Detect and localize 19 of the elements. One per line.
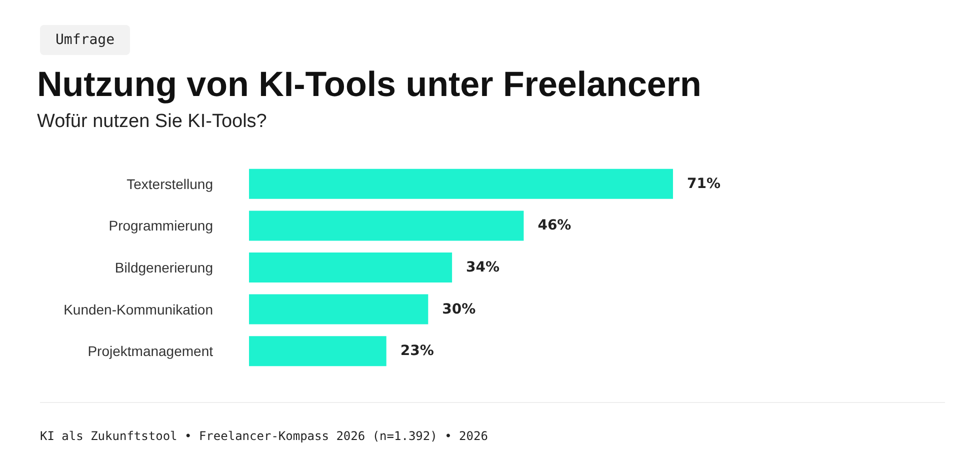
- bar: [249, 252, 452, 282]
- y-tick-label: Bildgenerierung: [114, 260, 213, 276]
- y-tick-label: Projektmanagement: [88, 343, 214, 360]
- data-label: 23%: [400, 343, 434, 360]
- chart-title: Nutzung von KI-Tools unter Freelancern: [37, 65, 702, 104]
- y-tick-label: Texterstellung: [126, 176, 213, 192]
- bar: [249, 336, 386, 366]
- text: Umfrage: [55, 32, 115, 48]
- text: KI als Zukunftstool • Freelancer-Kompass 2026 (n=1.392) • 2026: [40, 429, 488, 443]
- bar: [249, 210, 524, 241]
- y-tick-label: Programmierung: [108, 218, 213, 234]
- data-label: 34%: [466, 260, 500, 276]
- data-label: 46%: [538, 218, 572, 234]
- data-label: 71%: [687, 176, 721, 192]
- y-tick-label: Kunden-Kommunikation: [64, 301, 213, 318]
- bar: [249, 294, 428, 324]
- data-label: 30%: [442, 301, 476, 318]
- chart-subtitle: Wofür nutzen Sie KI-Tools?: [37, 111, 267, 132]
- bar: [249, 168, 673, 199]
